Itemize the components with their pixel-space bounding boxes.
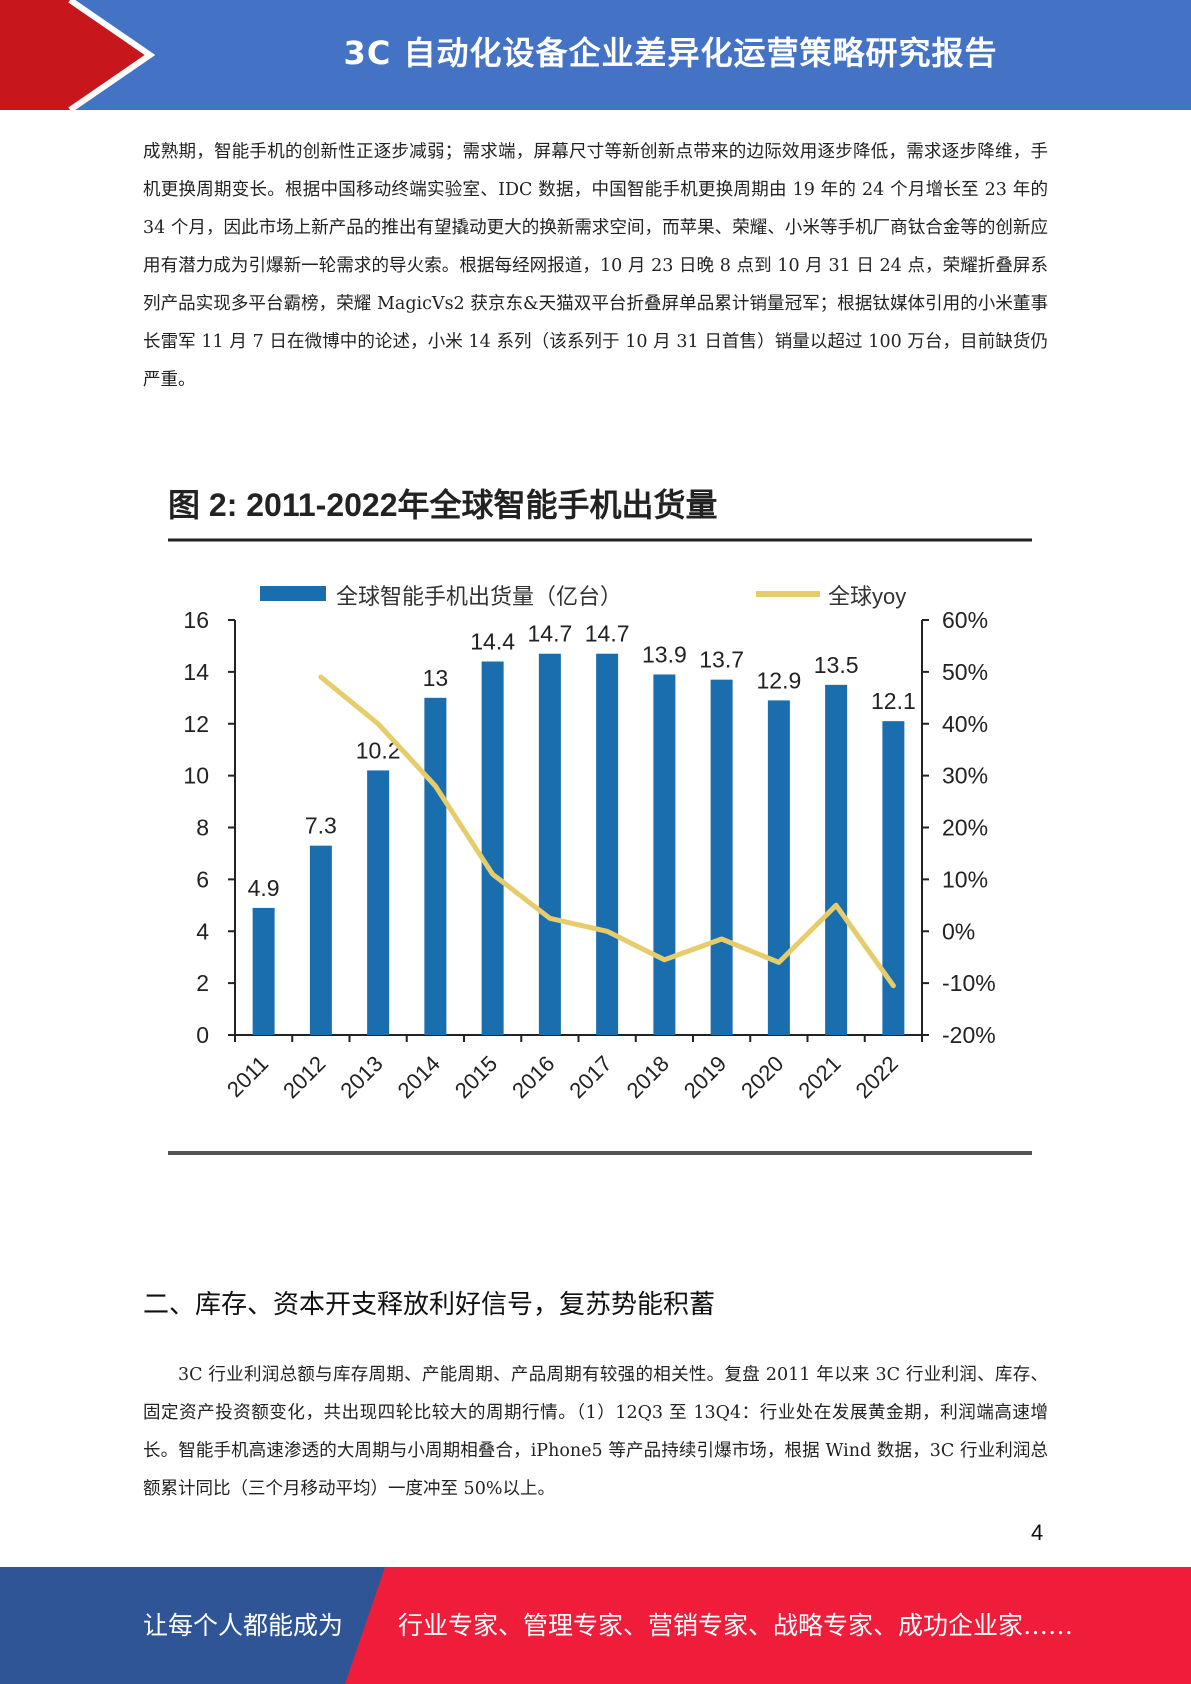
header-title: 3C 自动化设备企业差异化运营策略研究报告: [343, 34, 998, 72]
x-tick-label: 2019: [679, 1051, 731, 1103]
x-tick-label: 2020: [736, 1051, 788, 1103]
legend-line-label: 全球yoy: [828, 584, 906, 609]
bar-value-label: 13: [423, 665, 449, 691]
chart-axes: 0 2 4 6 8 10 12 14 16 -20% -10% 0% 10% 20% 30% 40% 50% 60…: [183, 607, 995, 1103]
x-tick-label: 2015: [450, 1051, 502, 1103]
bar-value-label: 7.3: [305, 813, 337, 839]
y-left-tick-label: 10: [183, 763, 209, 789]
x-tick-label: 2021: [793, 1051, 845, 1103]
paragraph-intro: 成熟期，智能手机的创新性正逐步减弱；需求端，屏幕尺寸等新创新点带来的边际效用逐步…: [143, 142, 1048, 390]
bar-value-label: 4.9: [248, 875, 280, 901]
legend-bar-swatch: [260, 586, 326, 601]
legend-bar-label: 全球智能手机出货量（亿台）: [336, 584, 622, 609]
y-left-tick-label: 8: [196, 815, 209, 841]
yoy-line: [318, 674, 896, 989]
x-tick-label: 2018: [622, 1051, 674, 1103]
paragraph-profit-cycle: 3C 行业利润总额与库存周期、产能周期、产品周期有较强的相关性。复盘 2011 …: [143, 1365, 1048, 1499]
x-tick-label: 2013: [335, 1051, 387, 1103]
footer-slogan-left: 让每个人都能成为: [143, 1611, 344, 1640]
bar: [424, 697, 447, 1035]
y-right-tick-label: 40%: [942, 711, 988, 737]
bar-value-label: 13.7: [699, 647, 744, 673]
y-left-tick-label: 14: [183, 659, 209, 685]
footer-banner-graphic: [0, 1567, 1191, 1684]
figure-label: 图 2: 2011-2022年全球智能手机出货量: [168, 487, 718, 523]
y-right-tick-label: -20%: [942, 1022, 996, 1048]
bar-value-label: 13.5: [814, 652, 859, 678]
bar: [767, 700, 790, 1035]
x-tick-label: 2016: [507, 1051, 559, 1103]
y-right-tick-label: 50%: [942, 659, 988, 685]
y-left-tick-label: 4: [196, 918, 209, 944]
y-left-tick-label: 12: [183, 711, 209, 737]
page-number: 4: [1031, 1520, 1044, 1545]
y-right-tick-label: 60%: [942, 607, 988, 633]
bar-value-label: 14.7: [585, 621, 630, 647]
bar-value-label: 13.9: [642, 641, 687, 667]
y-right-tick-label: 10%: [942, 866, 988, 892]
shipment-chart: 图 2: 2011-2022年全球智能手机出货量 全球智能手机出货量（亿台） 全…: [168, 487, 1032, 1155]
chart-yoy-line: [318, 674, 896, 989]
y-left-tick-label: 2: [196, 970, 209, 996]
y-right-tick-label: 30%: [942, 763, 988, 789]
x-tick-label: 2017: [564, 1051, 616, 1103]
y-left-tick-label: 6: [196, 866, 209, 892]
page-footer: 让每个人都能成为 行业专家、管理专家、营销专家、战略专家、成功企业家……: [0, 1567, 1191, 1684]
bar: [710, 679, 733, 1035]
bar: [596, 653, 619, 1035]
bar-value-label: 12.9: [756, 667, 801, 693]
y-left-tick-label: 0: [196, 1022, 209, 1048]
bar: [653, 674, 676, 1035]
y-right-tick-label: -10%: [942, 970, 996, 996]
footer-slogan-right: 行业专家、管理专家、营销专家、战略专家、成功企业家……: [398, 1611, 1074, 1640]
page-header: 3C 自动化设备企业差异化运营策略研究报告: [0, 0, 1191, 110]
x-tick-label: 2011: [222, 1051, 273, 1102]
bar: [538, 653, 561, 1035]
bar: [309, 845, 332, 1035]
x-tick-label: 2022: [851, 1051, 903, 1103]
bar-value-label: 14.4: [470, 629, 515, 655]
y-right-tick-label: 0%: [942, 918, 975, 944]
bar: [882, 721, 905, 1035]
bar: [252, 907, 275, 1035]
bar: [825, 684, 848, 1035]
y-right-tick-label: 20%: [942, 815, 988, 841]
y-left-tick-label: 16: [183, 607, 209, 633]
bar: [367, 770, 390, 1035]
section-heading: 二、库存、资本开支释放利好信号，复苏势能积蓄: [143, 1290, 716, 1320]
x-tick-label: 2012: [278, 1051, 330, 1103]
header-banner-graphic: [0, 0, 1191, 110]
chart-figure: 图 2: 2011-2022年全球智能手机出货量 全球智能手机出货量（亿台） 全…: [160, 478, 1040, 1158]
x-tick-label: 2014: [393, 1051, 445, 1103]
bar: [481, 661, 504, 1035]
bar-value-label: 14.7: [527, 621, 572, 647]
bar-value-label: 12.1: [871, 688, 916, 714]
